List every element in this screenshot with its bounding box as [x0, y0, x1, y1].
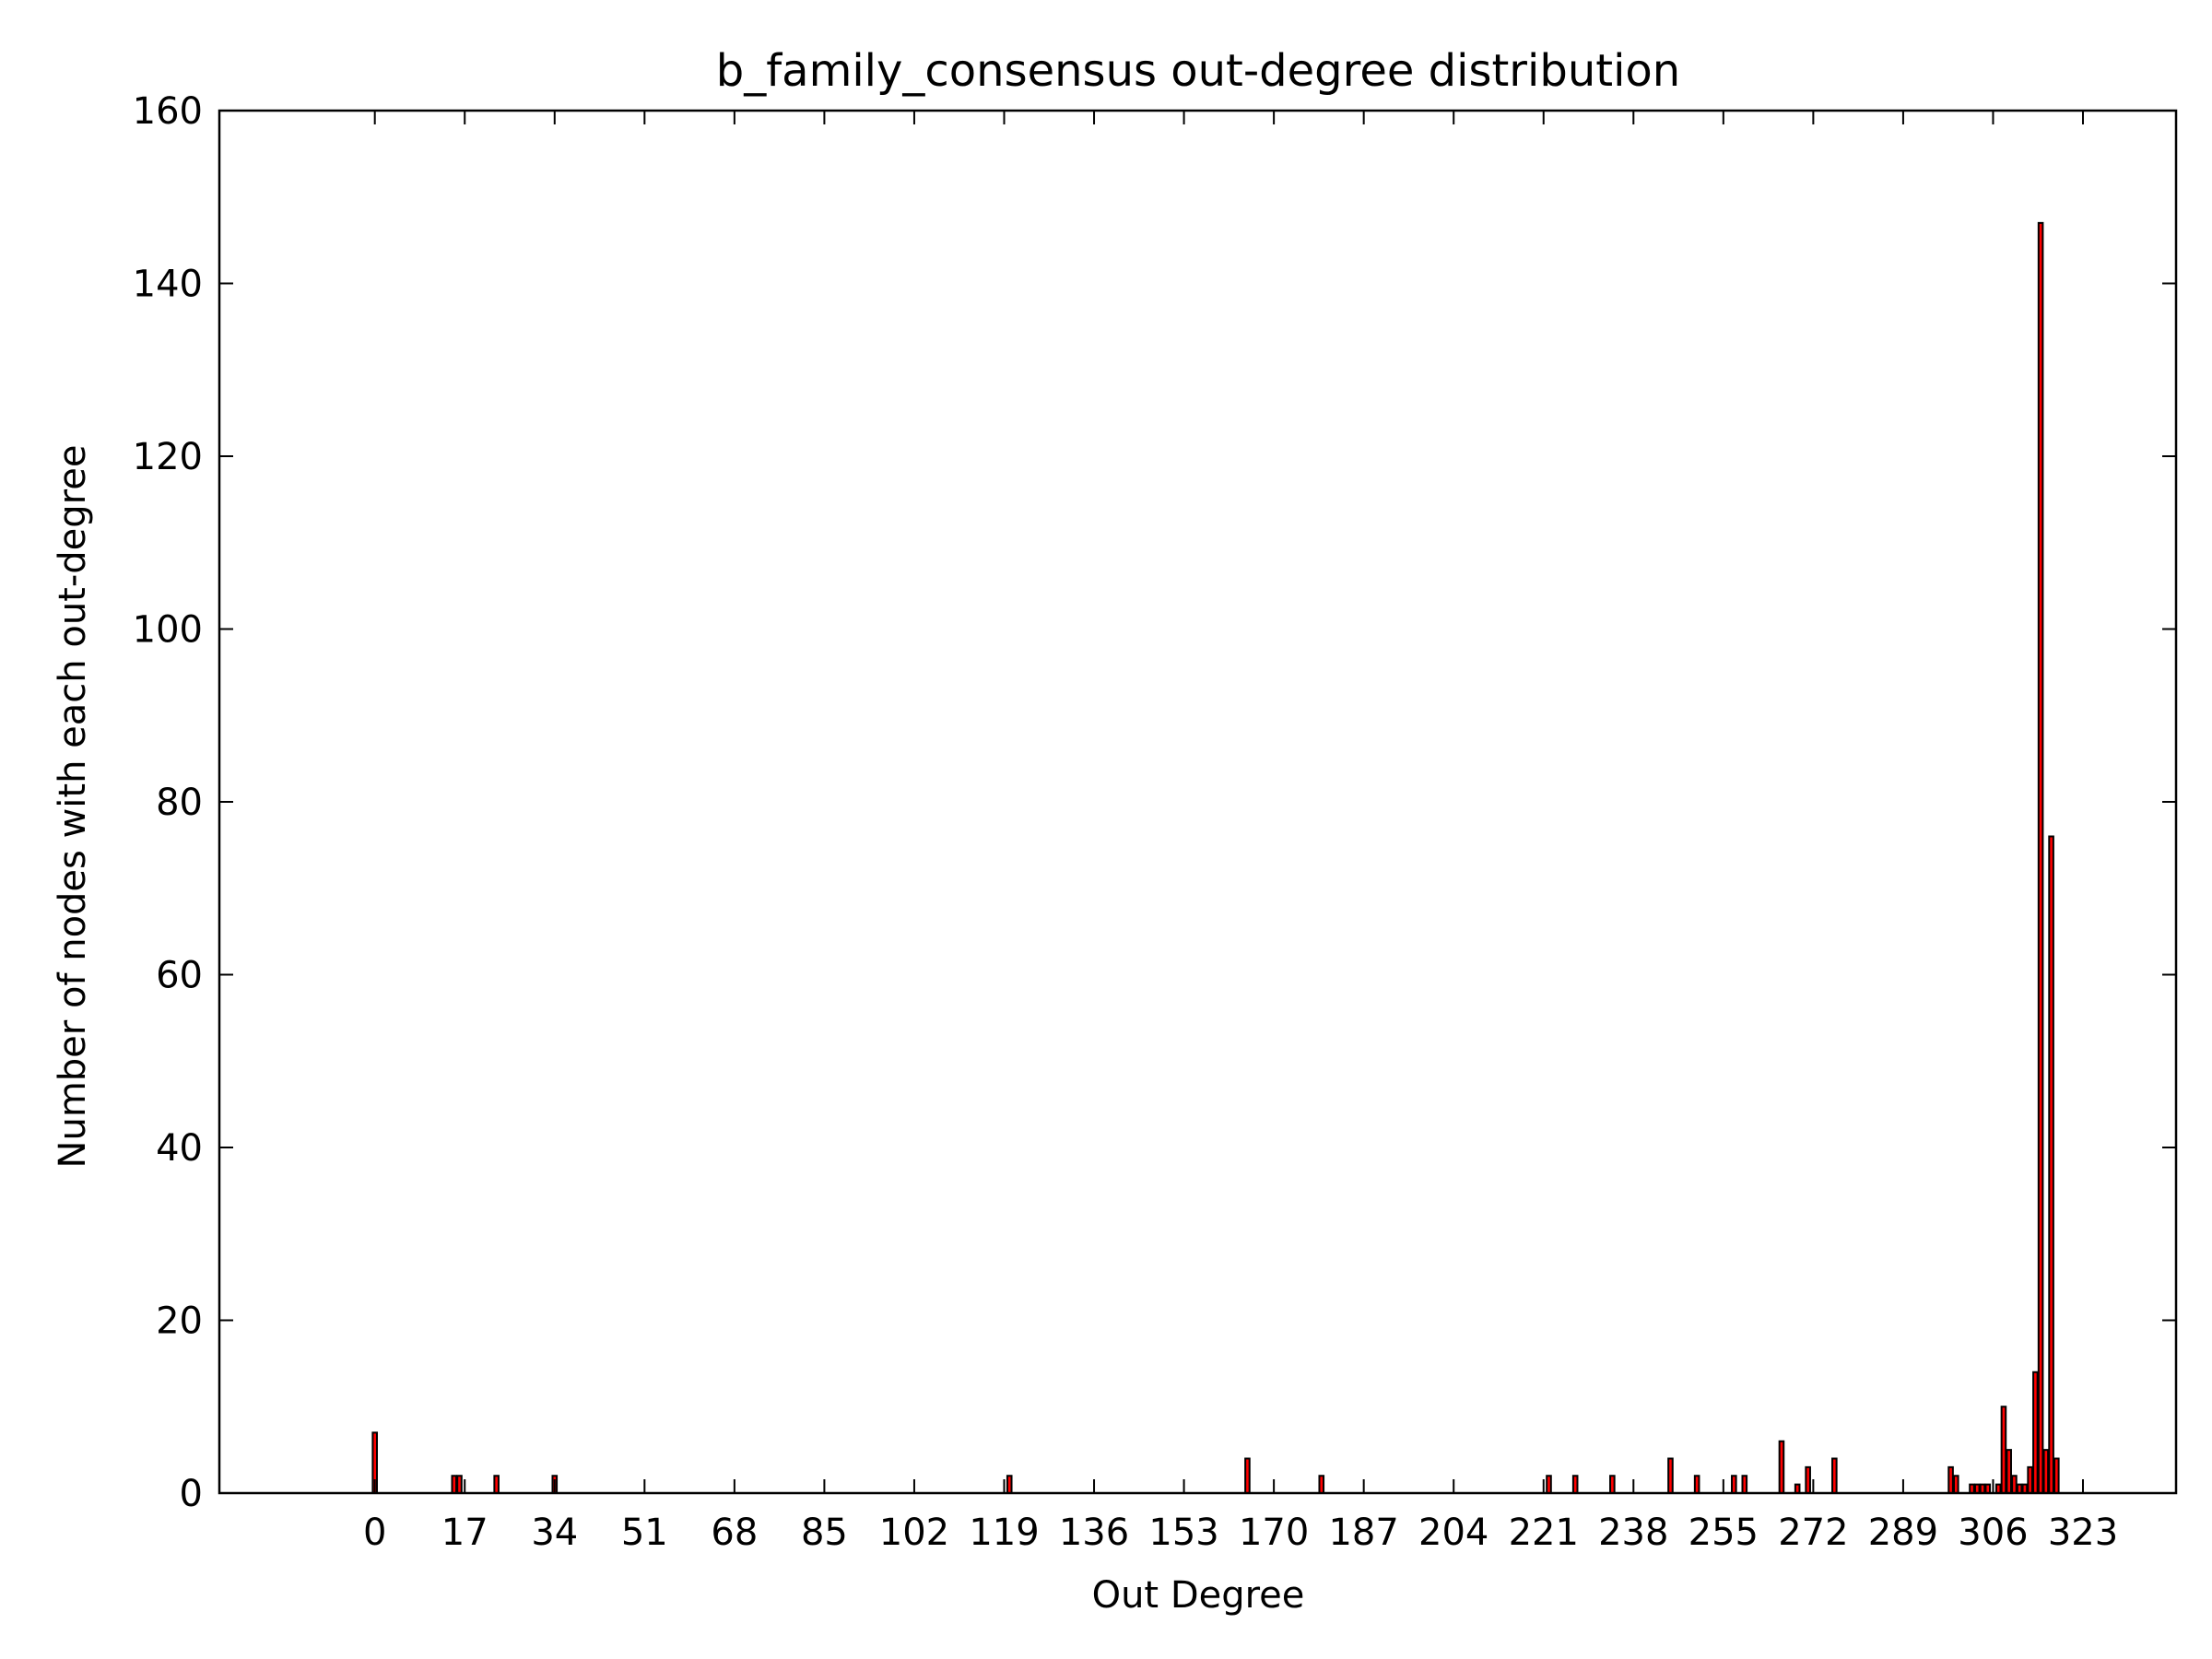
- bar: [2021, 1483, 2029, 1494]
- ticks-layer: 0 20 40 60 80 100 120 140 160 0 17 34 51 68 85 102 119 13…: [133, 90, 2176, 1554]
- bar: [2053, 1457, 2060, 1494]
- y-axis-tick-label: 120: [133, 436, 203, 478]
- bar: [1778, 1440, 1785, 1494]
- y-axis-label: Number of nodes with each out-degree: [52, 445, 94, 1169]
- x-axis-tick-label: 255: [1688, 1512, 1759, 1554]
- bar: [1546, 1475, 1552, 1494]
- bar: [1947, 1465, 1954, 1494]
- bar: [1609, 1475, 1616, 1494]
- x-axis-tick-label: 0: [363, 1512, 386, 1554]
- bar: [1994, 1483, 2002, 1494]
- chart-title: b_family_consensus out-degree distributi…: [716, 45, 1680, 97]
- x-axis-tick-label: 272: [1778, 1512, 1848, 1554]
- bar: [493, 1475, 500, 1494]
- x-axis-tick-label: 289: [1868, 1512, 1938, 1554]
- y-axis-tick-label: 0: [180, 1473, 203, 1515]
- bar: [1984, 1483, 1992, 1494]
- bar: [1741, 1475, 1748, 1494]
- bar: [1693, 1475, 1700, 1494]
- bar: [1794, 1483, 1801, 1494]
- bars-layer: [371, 221, 2060, 1494]
- bar: [1805, 1465, 1811, 1494]
- x-axis-tick-label: 153: [1148, 1512, 1218, 1554]
- bar: [1831, 1457, 1838, 1494]
- bar: [2037, 221, 2044, 1494]
- bar: [1318, 1475, 1325, 1494]
- y-axis-tick-label: 80: [156, 782, 203, 824]
- x-axis-tick-label: 17: [441, 1512, 488, 1554]
- bar: [2048, 835, 2054, 1494]
- y-axis-tick-label: 60: [156, 955, 203, 997]
- bar: [1244, 1457, 1251, 1494]
- x-axis-tick-label: 323: [2048, 1512, 2118, 1554]
- bar: [1973, 1483, 1981, 1494]
- x-axis-tick-label: 51: [621, 1512, 668, 1554]
- x-axis-tick-label: 102: [879, 1512, 949, 1554]
- bar: [2032, 1371, 2039, 1494]
- bar: [2027, 1465, 2033, 1494]
- x-axis-tick-label: 238: [1598, 1512, 1668, 1554]
- bar: [1006, 1475, 1013, 1494]
- x-axis-tick-label: 306: [1958, 1512, 2028, 1554]
- x-axis-tick-label: 85: [801, 1512, 848, 1554]
- bar: [1571, 1475, 1579, 1494]
- plot-frame: [218, 109, 2178, 1495]
- bar: [2042, 1449, 2050, 1494]
- y-axis-tick-label: 40: [156, 1127, 203, 1170]
- x-axis-tick-label: 204: [1418, 1512, 1488, 1554]
- bar: [2000, 1406, 2007, 1494]
- bar: [1667, 1457, 1674, 1494]
- x-axis-tick-label: 34: [531, 1512, 578, 1554]
- x-axis-tick-label: 221: [1509, 1512, 1579, 1554]
- bar: [2011, 1475, 2018, 1494]
- bar: [2016, 1483, 2023, 1494]
- x-axis-tick-label: 119: [969, 1512, 1039, 1554]
- y-axis-tick-label: 140: [133, 264, 203, 306]
- bar: [1979, 1483, 1986, 1494]
- x-axis-tick-label: 170: [1239, 1512, 1309, 1554]
- bar: [2006, 1449, 2012, 1494]
- x-axis-label: Out Degree: [1092, 1574, 1305, 1617]
- y-axis-tick-label: 100: [133, 609, 203, 652]
- y-axis-tick-label: 20: [156, 1300, 203, 1343]
- y-axis-tick-label: 160: [133, 90, 203, 133]
- x-axis-tick-label: 68: [711, 1512, 758, 1554]
- bar: [456, 1475, 463, 1494]
- bar: [1731, 1475, 1737, 1494]
- bar: [451, 1475, 458, 1494]
- bar: [1969, 1483, 1975, 1494]
- x-axis-tick-label: 136: [1059, 1512, 1129, 1554]
- x-axis-tick-label: 187: [1328, 1512, 1398, 1554]
- bar: [1953, 1475, 1959, 1494]
